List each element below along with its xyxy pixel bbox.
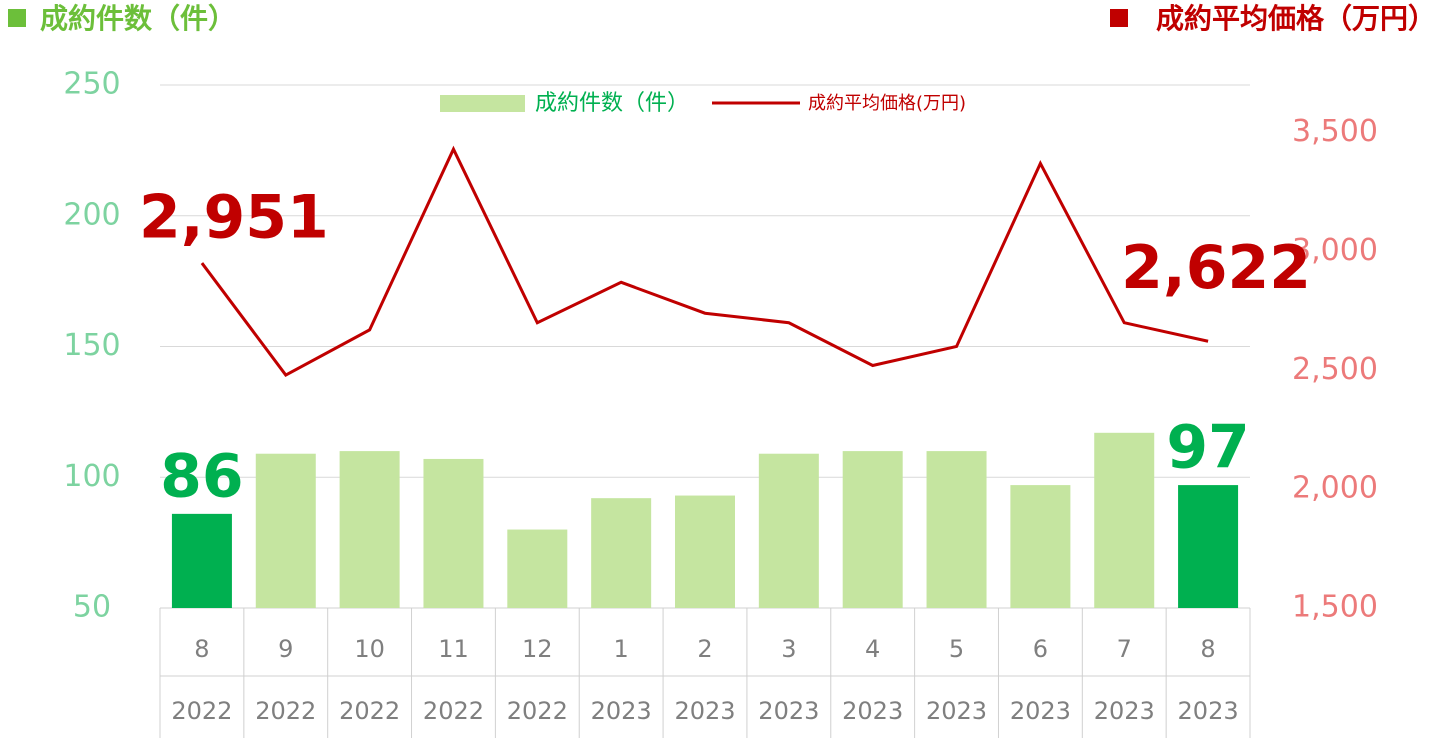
bar: [1178, 485, 1239, 608]
legend-swatch: [440, 95, 525, 112]
x-tick-label: 8: [1200, 635, 1215, 663]
x-year-label: 2022: [507, 697, 568, 725]
x-year-label: 2022: [423, 697, 484, 725]
x-tick-label: 4: [865, 635, 880, 663]
y2-tick-label: 2,500: [1292, 352, 1378, 387]
x-tick-label: 10: [354, 635, 385, 663]
x-year-label: 2023: [591, 697, 652, 725]
y2-tick-label: 1,500: [1292, 590, 1378, 625]
y2-axis-title: 成約平均価格（万円）: [1156, 2, 1436, 35]
bar: [255, 453, 316, 608]
x-year-label: 2022: [255, 697, 316, 725]
x-year-label: 2023: [1094, 697, 1155, 725]
line-value-label: 2,622: [1121, 233, 1311, 303]
bar: [675, 495, 735, 608]
bar: [926, 451, 987, 608]
bar: [507, 529, 568, 608]
bar: [1094, 432, 1155, 608]
y-tick-label: 50: [73, 590, 111, 625]
bar: [842, 451, 903, 608]
x-tick-label: 3: [781, 635, 796, 663]
x-tick-label: 7: [1117, 635, 1132, 663]
x-tick-label: 1: [614, 635, 629, 663]
y2-label-marker: [1110, 9, 1128, 27]
y-tick-label: 100: [63, 459, 120, 494]
x-tick-label: 8: [194, 635, 209, 663]
bar: [1010, 485, 1071, 608]
bar: [758, 453, 819, 608]
y2-tick-label: 2,000: [1292, 471, 1378, 506]
y-tick-label: 150: [63, 328, 120, 363]
y-axis-title: 成約件数（件）: [40, 2, 236, 35]
x-year-label: 2023: [842, 697, 903, 725]
line: [200, 145, 1209, 377]
x-year-label: 2023: [1178, 697, 1239, 725]
x-tick-label: 12: [522, 635, 553, 663]
y-tick-label: 200: [63, 197, 120, 232]
line-value-label: 2,951: [139, 183, 329, 253]
legend-label: 成約平均価格(万円): [808, 93, 966, 114]
x-year-label: 2022: [171, 697, 232, 725]
y2-tick-label: 3,000: [1292, 233, 1378, 268]
x-year-label: 2023: [1010, 697, 1071, 725]
x-tick-label: 9: [278, 635, 293, 663]
bar: [339, 451, 400, 608]
x-year-label: 2023: [926, 697, 987, 725]
bar-value-label: 97: [1166, 413, 1250, 483]
x-year-label: 2022: [339, 697, 400, 725]
x-tick-label: 11: [438, 635, 469, 663]
y2-tick-label: 3,500: [1292, 114, 1378, 149]
bar-value-label: 86: [160, 441, 244, 511]
x-year-label: 2023: [674, 697, 735, 725]
x-tick-label: 6: [1033, 635, 1048, 663]
y-tick-label: 250: [63, 67, 120, 102]
x-tick-label: 5: [949, 635, 964, 663]
legend-label: 成約件数（件）: [535, 91, 689, 116]
x-tick-label: 2: [697, 635, 712, 663]
y-label-marker: [8, 9, 26, 27]
bar: [591, 498, 652, 608]
x-year-label: 2023: [758, 697, 819, 725]
bar: [171, 513, 232, 608]
bar: [423, 458, 484, 608]
